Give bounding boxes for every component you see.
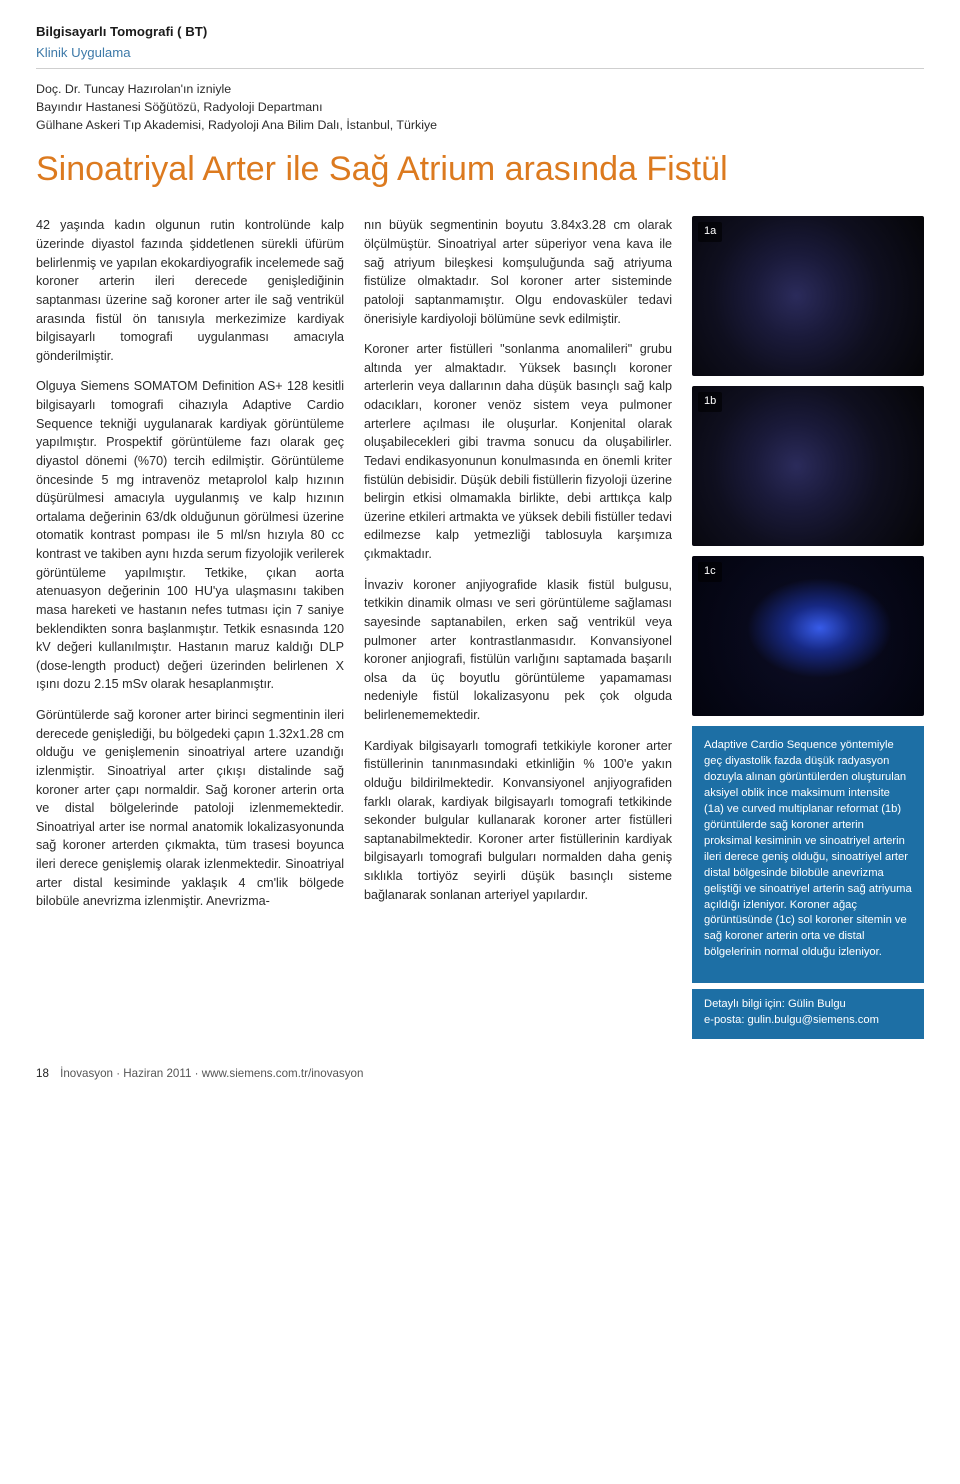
body-paragraph: İnvaziv koroner anjiyografide klasik fis… — [364, 576, 672, 725]
ct-axial-image — [692, 216, 924, 376]
page-footer: 18 İnovasyon · Haziran 2011 · www.siemen… — [36, 1065, 924, 1082]
publication-info: İnovasyon · Haziran 2011 · www.siemens.c… — [60, 1067, 363, 1080]
header: Bilgisayarlı Tomografi ( BT) Klinik Uygu… — [36, 22, 924, 135]
body-paragraph: Olguya Siemens SOMATOM Definition AS+ 12… — [36, 377, 344, 694]
ct-vrt-image — [692, 556, 924, 716]
figure-1c: 1c — [692, 556, 924, 716]
page-number: 18 — [36, 1067, 49, 1080]
figure-label: 1c — [698, 562, 722, 581]
figure-1b: 1b — [692, 386, 924, 546]
article-title: Sinoatriyal Arter ile Sağ Atrium arasınd… — [36, 149, 924, 190]
figure-caption-box: Adaptive Cardio Sequence yöntemiyle geç … — [692, 726, 924, 983]
author-line: Doç. Dr. Tuncay Hazırolan'ın izniyle — [36, 81, 924, 99]
column-right: 1a 1b 1c Adaptive Cardio Sequence yöntem… — [692, 216, 924, 1039]
figure-caption-text: Adaptive Cardio Sequence yöntemiyle geç … — [704, 738, 912, 961]
contact-box: Detaylı bilgi için: Gülin Bulgu e-posta:… — [692, 989, 924, 1039]
body-paragraph: 42 yaşında kadın olgunun rutin kontrolün… — [36, 216, 344, 365]
affiliation-1: Bayındır Hastanesi Söğütözü, Radyoloji D… — [36, 99, 924, 117]
ct-curved-mpr-image — [692, 386, 924, 546]
body-paragraph: Koroner arter fistülleri "sonlanma anoma… — [364, 340, 672, 564]
contact-person: Detaylı bilgi için: Gülin Bulgu — [704, 997, 912, 1013]
column-left: 42 yaşında kadın olgunun rutin kontrolün… — [36, 216, 344, 1039]
subcategory-label: Klinik Uygulama — [36, 43, 924, 63]
figure-label: 1b — [698, 392, 722, 411]
figure-label: 1a — [698, 222, 722, 241]
affiliation-2: Gülhane Askeri Tıp Akademisi, Radyoloji … — [36, 117, 924, 135]
category-label: Bilgisayarlı Tomografi ( BT) — [36, 22, 924, 42]
figure-1a: 1a — [692, 216, 924, 376]
body-paragraph: Görüntülerde sağ koroner arter birinci s… — [36, 706, 344, 911]
header-divider — [36, 68, 924, 69]
body-paragraph: Kardiyak bilgisayarlı tomografi tetkikiy… — [364, 737, 672, 905]
column-middle: nın büyük segmentinin boyutu 3.84x3.28 c… — [364, 216, 672, 1039]
contact-email: e-posta: gulin.bulgu@siemens.com — [704, 1013, 912, 1029]
body-columns: 42 yaşında kadın olgunun rutin kontrolün… — [36, 216, 924, 1039]
body-paragraph: nın büyük segmentinin boyutu 3.84x3.28 c… — [364, 216, 672, 328]
